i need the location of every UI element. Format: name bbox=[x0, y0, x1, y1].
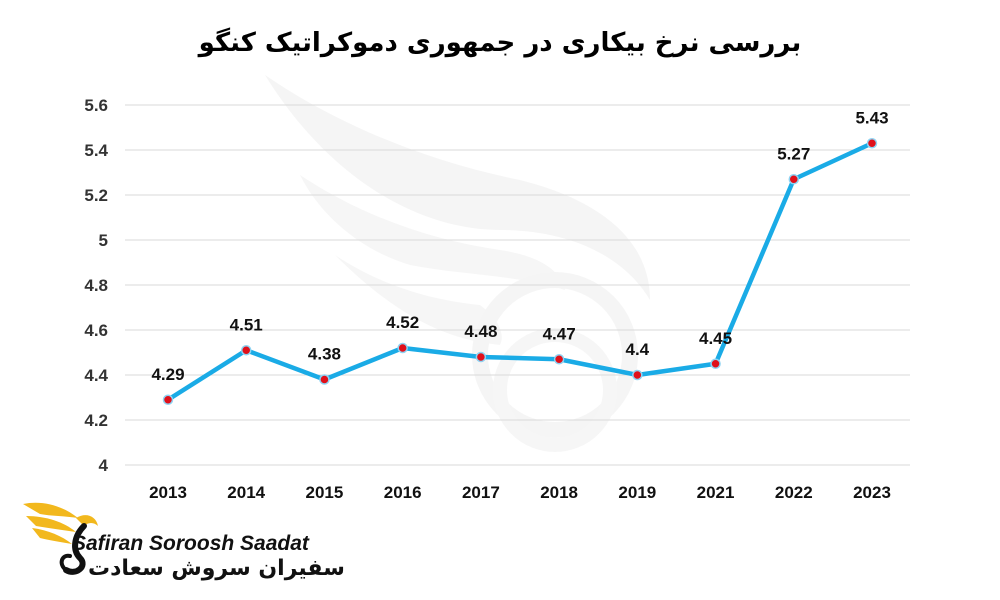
y-tick-label: 4.6 bbox=[84, 321, 108, 340]
y-tick-label: 5.6 bbox=[84, 96, 108, 115]
data-point bbox=[553, 354, 565, 365]
chart-title: بررسی نرخ بیکاری در جمهوری دموکراتیک کنگ… bbox=[198, 28, 802, 58]
data-labels: 4.29 4.51 4.38 4.52 4.48 4.47 4.4 4.45 5.27 5.43 bbox=[151, 108, 888, 384]
data-point bbox=[240, 345, 252, 356]
y-tick-label: 4 bbox=[99, 456, 109, 475]
data-label: 4.38 bbox=[308, 345, 341, 364]
y-tick-label: 5.2 bbox=[84, 186, 108, 205]
data-label: 4.51 bbox=[230, 315, 263, 334]
brand-name-english: Safiran Soroosh Saadat bbox=[72, 532, 309, 555]
series-unemployment-rate bbox=[162, 138, 878, 405]
x-axis: 2013 2014 2015 2016 2017 2018 2019 2021 2022 2023 bbox=[149, 483, 891, 502]
y-tick-label: 5 bbox=[99, 231, 108, 250]
y-tick-label: 4.2 bbox=[84, 411, 108, 430]
data-label: 5.27 bbox=[777, 144, 810, 163]
y-tick-label: 5.4 bbox=[84, 141, 108, 160]
x-tick-label: 2017 bbox=[462, 483, 500, 502]
x-tick-label: 2021 bbox=[697, 483, 735, 502]
x-tick-label: 2018 bbox=[540, 483, 578, 502]
data-label: 4.47 bbox=[543, 324, 576, 343]
brand-logo-icon bbox=[23, 502, 98, 575]
brand-name-persian: سفیران سروش سعادت bbox=[88, 556, 345, 581]
data-label: 4.45 bbox=[699, 329, 732, 348]
data-point bbox=[632, 369, 643, 381]
data-point bbox=[866, 138, 878, 149]
watermark-emblem-icon bbox=[265, 75, 650, 452]
data-point bbox=[475, 351, 487, 363]
y-tick-label: 4.4 bbox=[84, 366, 108, 385]
data-point bbox=[162, 394, 174, 405]
data-point bbox=[319, 374, 330, 385]
x-tick-label: 2019 bbox=[618, 483, 656, 502]
x-tick-label: 2014 bbox=[227, 483, 265, 502]
x-tick-label: 2015 bbox=[306, 483, 344, 502]
data-point bbox=[710, 358, 721, 369]
y-tick-label: 4.8 bbox=[84, 276, 108, 295]
data-label: 4.48 bbox=[464, 322, 497, 341]
series-line bbox=[165, 141, 875, 402]
gridlines bbox=[125, 104, 910, 466]
y-axis: 4 4.2 4.4 4.6 4.8 5 5.2 5.4 5.6 bbox=[84, 96, 108, 475]
data-label: 4.52 bbox=[386, 313, 419, 332]
data-label: 4.4 bbox=[626, 340, 650, 359]
x-tick-label: 2023 bbox=[853, 483, 891, 502]
x-tick-label: 2013 bbox=[149, 483, 187, 502]
data-point bbox=[397, 342, 408, 354]
data-point bbox=[788, 174, 800, 185]
x-tick-label: 2016 bbox=[384, 483, 422, 502]
data-label: 4.29 bbox=[151, 365, 184, 384]
x-tick-label: 2022 bbox=[775, 483, 813, 502]
data-label: 5.43 bbox=[855, 108, 888, 127]
